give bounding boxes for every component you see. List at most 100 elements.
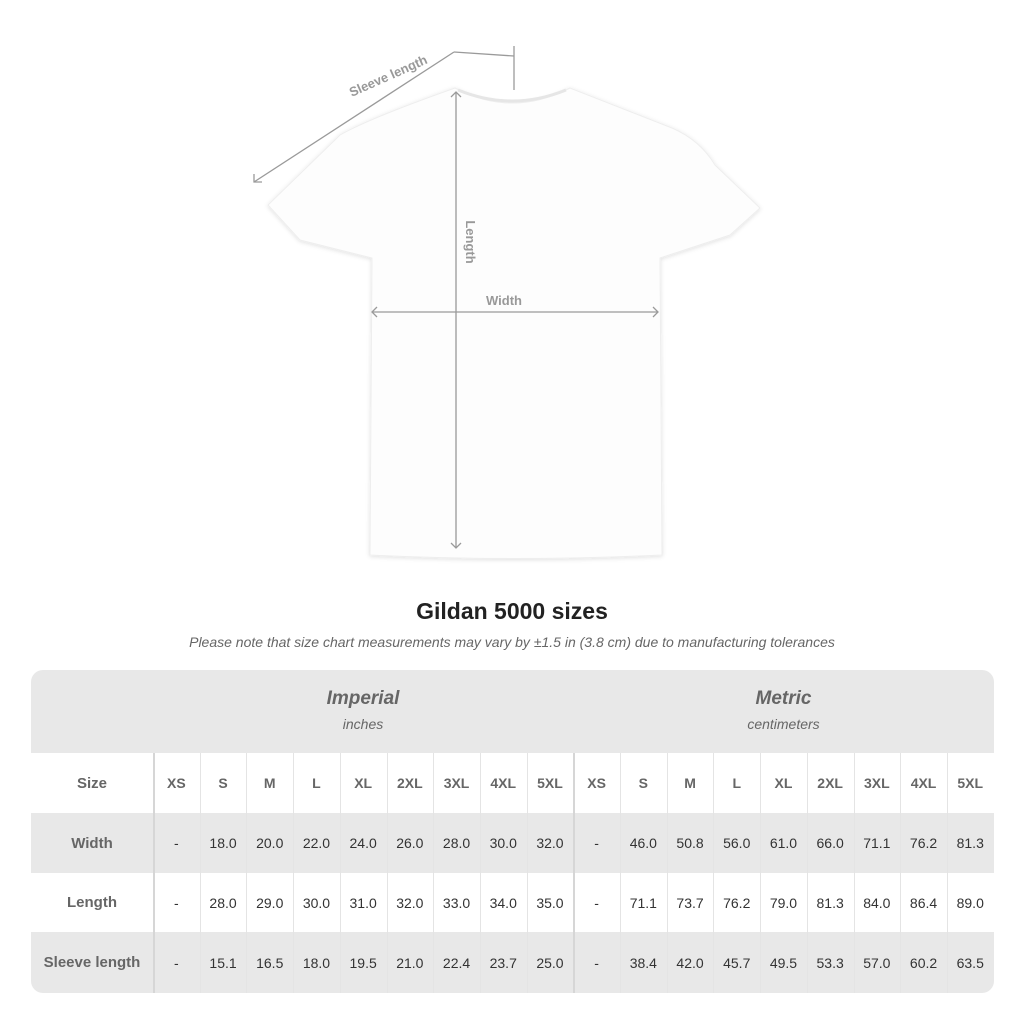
- imperial-unit: inches: [342, 716, 384, 732]
- page-title: Gildan 5000 sizes: [416, 598, 608, 624]
- metric-value: 38.4: [629, 954, 657, 971]
- column-divider: [760, 753, 762, 993]
- imperial-group-header: Imperial inches: [153, 670, 573, 753]
- metric-value: 56.0: [723, 835, 751, 851]
- imperial-value: 16.5: [256, 954, 284, 971]
- row-band-width: [31, 813, 994, 873]
- imperial-value: 22.4: [442, 954, 471, 971]
- imperial-value: -: [174, 954, 179, 971]
- metric-size-m: M: [684, 775, 696, 791]
- metric-size-4xl: 4XL: [910, 775, 937, 791]
- row-label-width: Width: [71, 834, 113, 852]
- imperial-value: 35.0: [536, 894, 564, 911]
- metric-unit: centimeters: [747, 716, 820, 732]
- imperial-value: 30.0: [302, 894, 331, 911]
- imperial-value: 32.0: [396, 894, 424, 911]
- imperial-value: 20.0: [256, 835, 284, 851]
- column-divider: [433, 753, 435, 993]
- imperial-value: -: [174, 894, 179, 911]
- imperial-value: 22.0: [302, 835, 331, 851]
- metric-value: 76.2: [723, 894, 751, 911]
- size-table: Imperial inches Metric centimeters Size X…: [31, 670, 994, 993]
- metric-value: 81.3: [956, 835, 984, 851]
- metric-size-l: L: [732, 775, 742, 791]
- column-divider: [713, 753, 715, 993]
- column-divider: [620, 753, 621, 993]
- metric-group-header: Metric centimeters: [573, 670, 994, 753]
- row-band-sleeve: [31, 932, 994, 993]
- imperial-title: Imperial: [326, 688, 400, 709]
- column-divider: [199, 753, 201, 993]
- imperial-value: 34.0: [489, 894, 517, 911]
- column-divider: [573, 753, 576, 993]
- metric-value: 49.5: [769, 954, 798, 971]
- imperial-size-s: S: [218, 775, 228, 791]
- metric-value: 81.3: [816, 894, 844, 911]
- column-divider: [153, 753, 155, 993]
- row-label-sleeve-length: Sleeve length: [43, 954, 141, 971]
- length-label: Length: [463, 220, 478, 263]
- imperial-value: 23.7: [489, 954, 517, 971]
- imperial-size-4xl: 4XL: [490, 775, 517, 791]
- imperial-size-xl: XL: [354, 775, 373, 791]
- metric-value: 71.1: [863, 835, 891, 851]
- metric-value: -: [594, 954, 599, 971]
- metric-value: 61.0: [769, 835, 798, 851]
- column-divider: [806, 753, 808, 993]
- header-band: [31, 670, 994, 753]
- metric-size-xs: XS: [587, 775, 606, 791]
- metric-value: 89.0: [956, 894, 984, 911]
- metric-value: 63.5: [956, 954, 984, 971]
- column-divider: [666, 753, 668, 993]
- imperial-size-3xl: 3XL: [443, 775, 470, 791]
- imperial-value: 31.0: [349, 894, 377, 911]
- imperial-size-xs: XS: [167, 775, 186, 791]
- imperial-value: 25.0: [536, 954, 564, 971]
- imperial-value: 24.0: [349, 835, 377, 851]
- imperial-value: 28.0: [442, 835, 471, 851]
- sleeve-measure-line: [253, 51, 455, 183]
- metric-value: 42.0: [676, 954, 704, 971]
- imperial-value: 32.0: [536, 835, 564, 851]
- column-divider: [246, 753, 248, 993]
- metric-value: 86.4: [909, 894, 938, 911]
- tolerance-note: Please note that size chart measurements…: [189, 634, 835, 650]
- metric-size-2xl: 2XL: [817, 775, 843, 791]
- metric-value: -: [594, 894, 599, 911]
- column-divider: [386, 753, 388, 993]
- tshirt-shape: [267, 87, 761, 559]
- width-label: Width: [486, 293, 522, 308]
- metric-value: 76.2: [909, 835, 938, 851]
- imperial-size-m: M: [263, 775, 276, 791]
- metric-value: 79.0: [769, 894, 798, 911]
- imperial-value: 18.0: [209, 835, 237, 851]
- metric-value: 66.0: [816, 835, 844, 851]
- metric-value: 46.0: [629, 835, 657, 851]
- metric-value: -: [594, 835, 599, 851]
- imperial-value: 26.0: [396, 835, 424, 851]
- tshirt-diagram: Sleeve length Length Width: [253, 46, 761, 559]
- metric-value: 71.1: [629, 894, 657, 911]
- imperial-value: 33.0: [442, 894, 471, 911]
- column-divider: [339, 753, 341, 993]
- imperial-size-2xl: 2XL: [397, 775, 423, 791]
- column-divider: [526, 753, 528, 993]
- column-divider: [293, 753, 295, 993]
- column-divider: [853, 753, 855, 993]
- column-divider: [946, 753, 948, 993]
- metric-value: 57.0: [863, 954, 891, 971]
- imperial-value: 18.0: [302, 954, 331, 971]
- metric-title: Metric: [755, 688, 812, 709]
- row-label-length: Length: [67, 894, 117, 911]
- imperial-value: 15.1: [209, 954, 237, 971]
- metric-value: 60.2: [909, 954, 938, 971]
- column-divider: [479, 753, 481, 993]
- imperial-value: 21.0: [396, 954, 424, 971]
- imperial-size-5xl: 5XL: [537, 775, 563, 791]
- imperial-size-l: L: [312, 775, 321, 791]
- size-header: Size: [76, 774, 107, 792]
- metric-value: 84.0: [863, 894, 891, 911]
- metric-value: 73.7: [676, 894, 704, 911]
- imperial-value: 28.0: [209, 894, 237, 911]
- metric-size-5xl: 5XL: [957, 775, 984, 791]
